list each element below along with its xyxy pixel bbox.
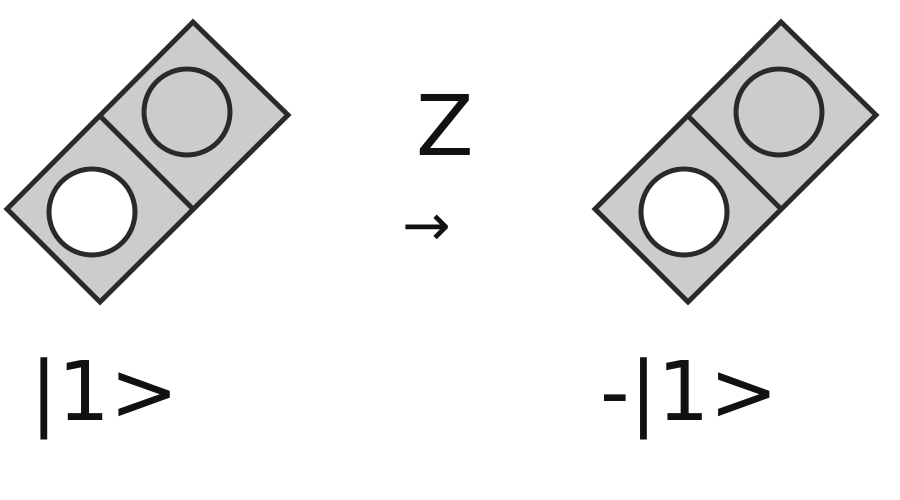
domino-before-filled-dot [141, 66, 233, 158]
domino-before-empty-dot [46, 166, 138, 258]
state-before-label: |1> [30, 345, 179, 440]
domino-after-empty-dot [638, 166, 730, 258]
domino-after [591, 18, 880, 306]
domino-after-divider [686, 114, 783, 211]
domino-before [3, 18, 292, 306]
transition-arrow-icon: → [402, 191, 451, 259]
domino-after-filled-dot [733, 66, 825, 158]
operator-label: Z [416, 77, 474, 175]
state-after-label: -|1> [600, 345, 779, 440]
domino-before-divider [98, 114, 195, 211]
